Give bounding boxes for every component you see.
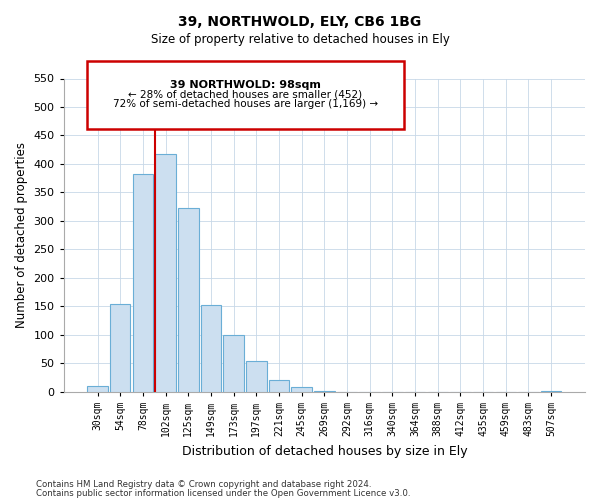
Text: Contains HM Land Registry data © Crown copyright and database right 2024.: Contains HM Land Registry data © Crown c… — [36, 480, 371, 489]
FancyBboxPatch shape — [88, 62, 404, 128]
Bar — [155, 154, 176, 392]
X-axis label: Distribution of detached houses by size in Ely: Distribution of detached houses by size … — [182, 444, 467, 458]
Bar — [133, 174, 153, 392]
Text: Size of property relative to detached houses in Ely: Size of property relative to detached ho… — [151, 32, 449, 46]
Text: Contains public sector information licensed under the Open Government Licence v3: Contains public sector information licen… — [36, 489, 410, 498]
Bar — [314, 390, 335, 392]
Bar — [246, 361, 266, 392]
Title: 39, NORTHWOLD, ELY, CB6 1BG
Size of property relative to detached houses in Ely: 39, NORTHWOLD, ELY, CB6 1BG Size of prop… — [0, 499, 1, 500]
Text: 39, NORTHWOLD, ELY, CB6 1BG: 39, NORTHWOLD, ELY, CB6 1BG — [178, 15, 422, 29]
Bar — [269, 380, 289, 392]
Bar — [178, 208, 199, 392]
Bar — [292, 388, 312, 392]
Bar — [223, 335, 244, 392]
Text: ← 28% of detached houses are smaller (452): ← 28% of detached houses are smaller (45… — [128, 90, 362, 100]
Bar — [110, 304, 130, 392]
Bar — [88, 386, 108, 392]
Text: 72% of semi-detached houses are larger (1,169) →: 72% of semi-detached houses are larger (… — [113, 99, 378, 109]
Bar — [201, 306, 221, 392]
Y-axis label: Number of detached properties: Number of detached properties — [15, 142, 28, 328]
Bar — [541, 390, 562, 392]
Text: 39 NORTHWOLD: 98sqm: 39 NORTHWOLD: 98sqm — [170, 80, 321, 90]
